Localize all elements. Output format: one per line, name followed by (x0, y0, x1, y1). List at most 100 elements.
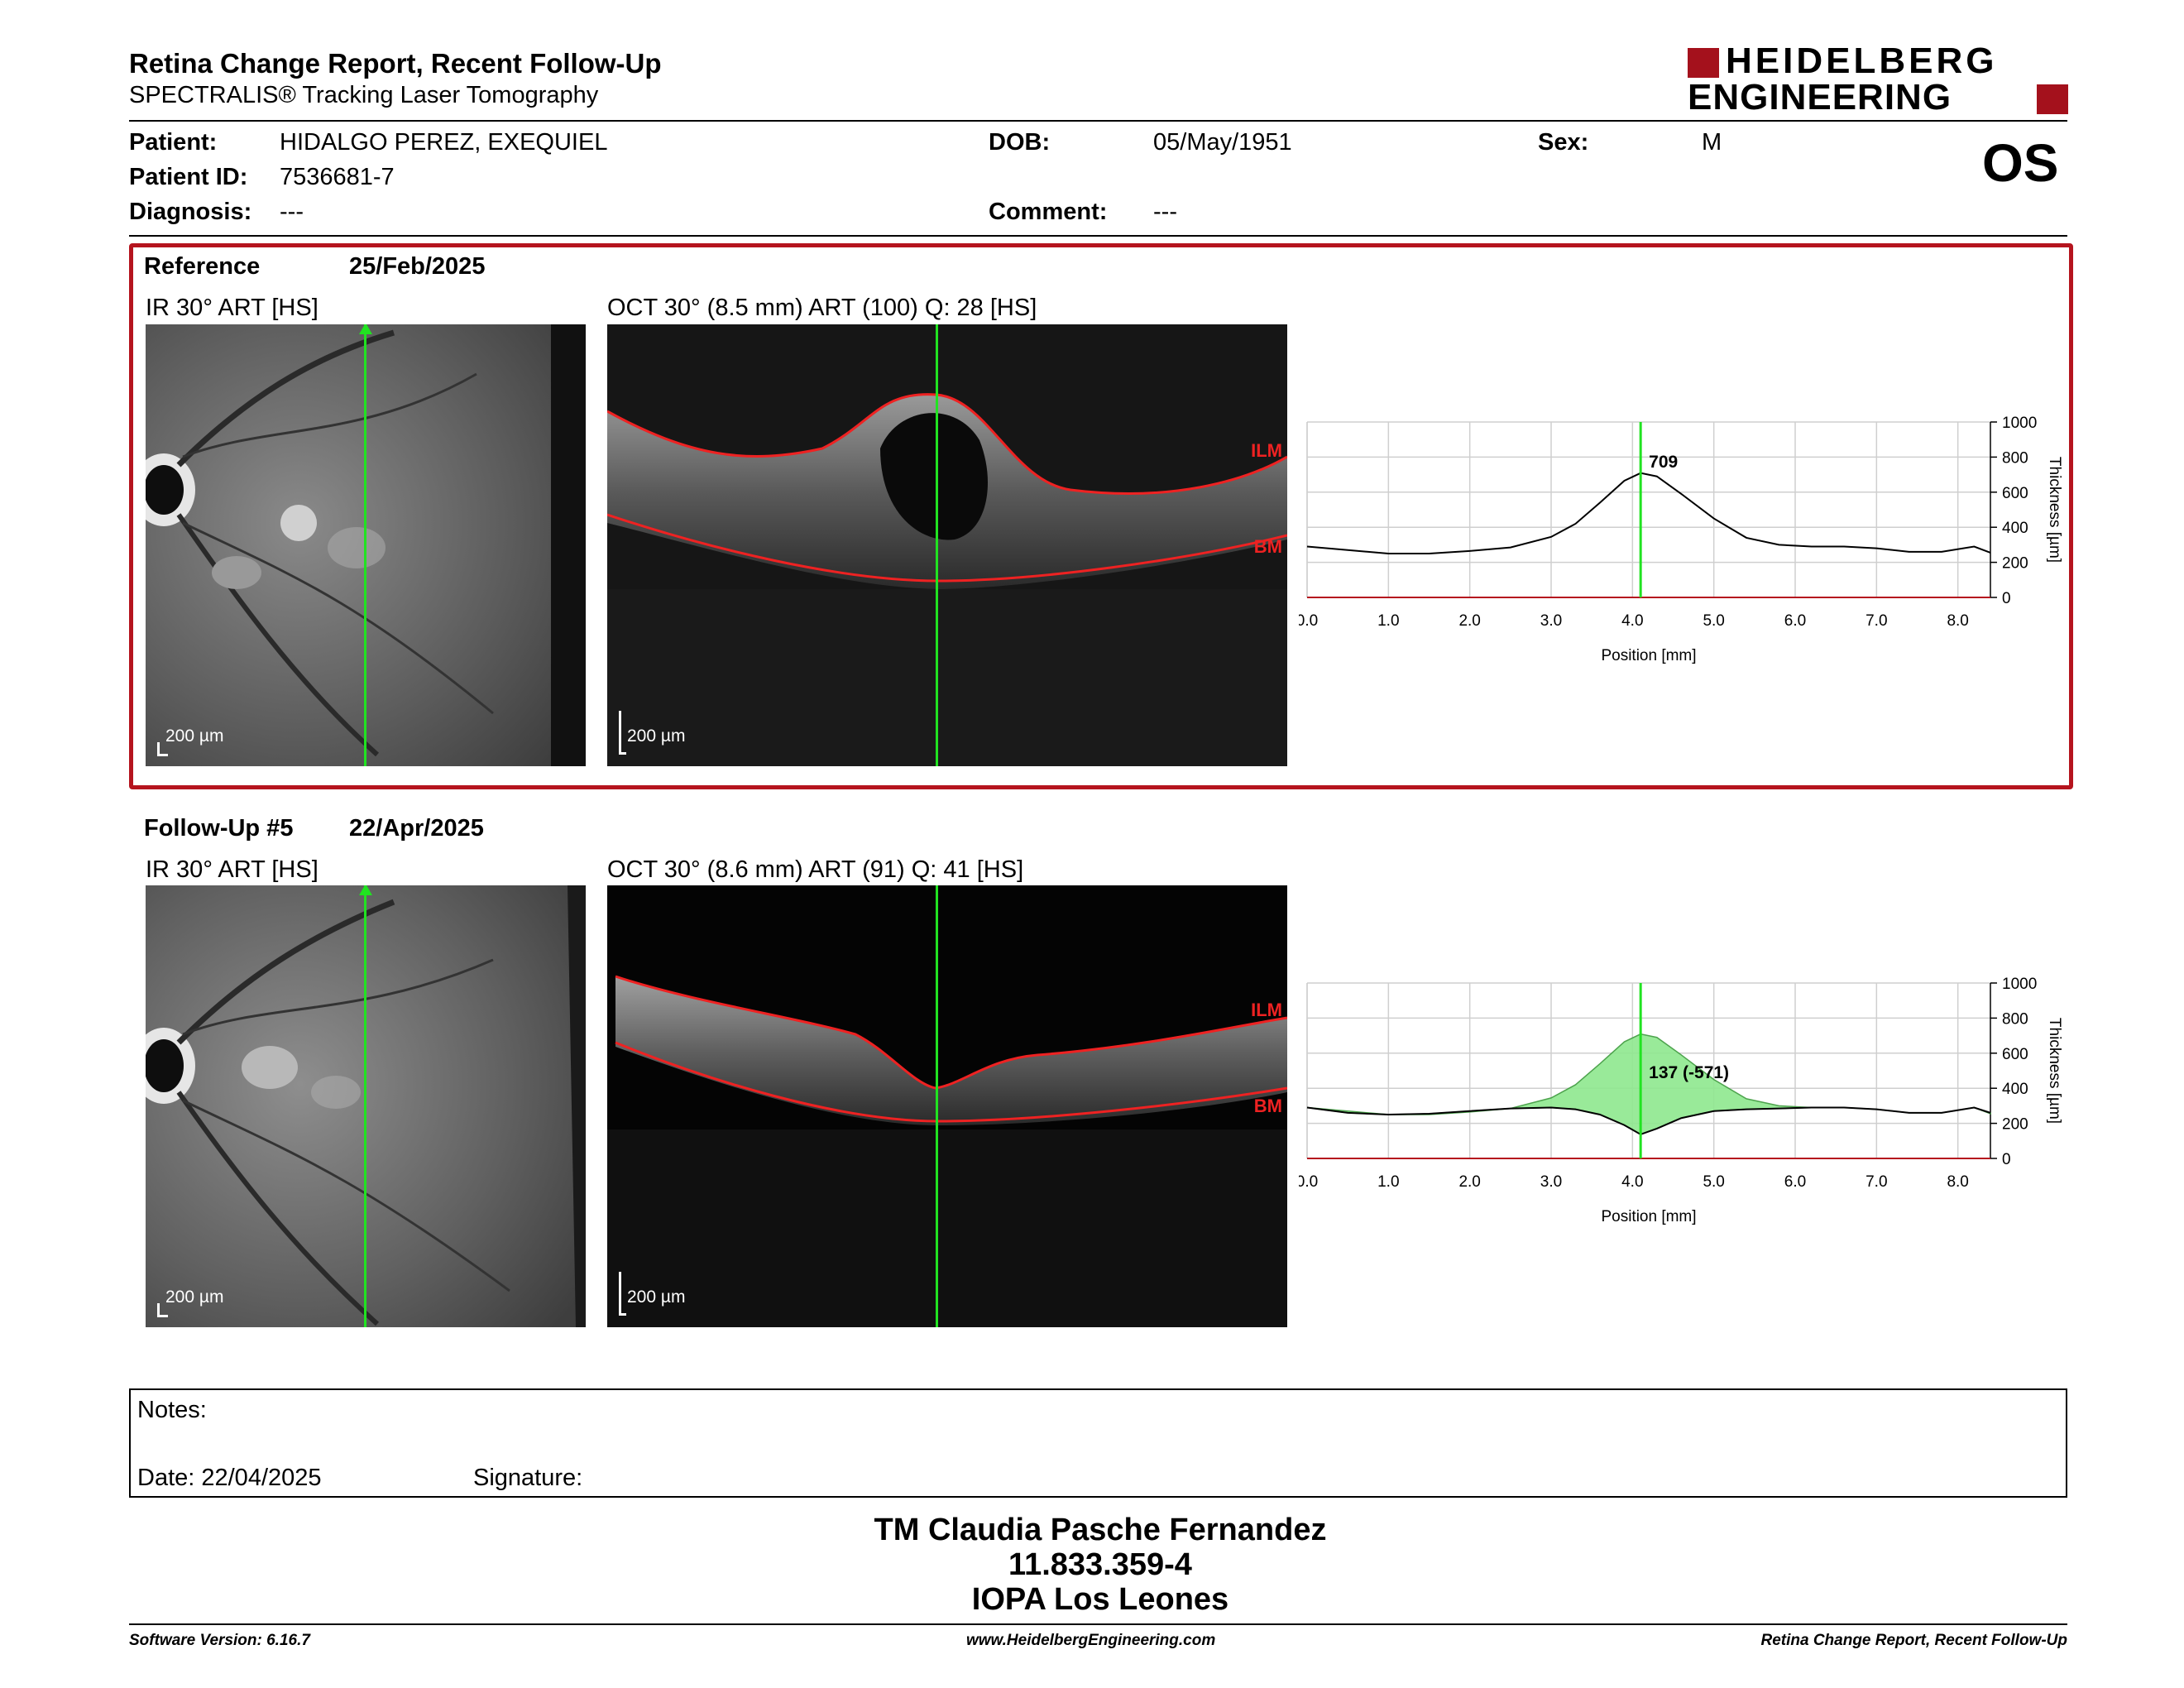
reference-bm-label: BM (1253, 536, 1282, 557)
patient-name: HIDALGO PEREZ, EXEQUIEL (280, 129, 608, 156)
header-divider-top (129, 120, 2067, 122)
followup-ir-scanline (364, 885, 366, 1327)
reference-date: 25/Feb/2025 (349, 253, 486, 280)
followup-ir-scalebar: 200 µm (157, 1288, 256, 1317)
difference-area (1306, 1033, 1991, 1135)
x-tick-label: 1.0 (1377, 612, 1399, 630)
y-axis-label: Thickness [µm] (2046, 1018, 2063, 1124)
x-tick-label: 5.0 (1703, 1173, 1724, 1191)
x-tick-label: 0.0 (1299, 612, 1318, 630)
y-tick-label: 200 (2002, 555, 2028, 573)
x-axis-label: Position [mm] (1601, 647, 1696, 664)
y-tick-label: 0 (2002, 1151, 2011, 1168)
followup-oct-title: OCT 30° (8.6 mm) ART (91) Q: 41 [HS] (607, 856, 1024, 883)
reference-oct-image: ILM BM 200 µm (607, 324, 1287, 766)
signature-label: Signature: (473, 1465, 583, 1491)
ir-arrow-icon-2 (359, 885, 372, 895)
x-tick-label: 4.0 (1621, 1173, 1643, 1191)
y-tick-label: 1000 (2002, 415, 2037, 432)
notes-label: Notes: (137, 1397, 207, 1423)
followup-ilm-label: ILM (1251, 1000, 1282, 1020)
logo-line1: HEIDELBERG (1726, 41, 1998, 81)
followup-date: 22/Apr/2025 (349, 815, 484, 842)
y-tick-label: 600 (2002, 485, 2028, 502)
y-axis-label: Thickness [µm] (2046, 457, 2063, 563)
footer-report-name: Retina Change Report, Recent Follow-Up (1760, 1632, 2067, 1649)
patient-label: Patient: (129, 129, 218, 156)
reference-oct-scalebar: 200 µm (619, 708, 718, 755)
x-tick-label: 3.0 (1540, 1173, 1562, 1191)
x-tick-label: 2.0 (1458, 1173, 1480, 1191)
heidelberg-logo: HEIDELBERG ENGINEERING (1688, 41, 2068, 117)
x-axis-label: Position [mm] (1601, 1208, 1696, 1225)
x-tick-label: 6.0 (1784, 612, 1806, 630)
x-tick-label: 8.0 (1947, 1173, 1968, 1191)
thickness-annotation: 709 (1649, 453, 1678, 472)
comment-label: Comment: (989, 199, 1108, 225)
x-tick-label: 5.0 (1703, 612, 1724, 630)
y-tick-label: 0 (2002, 590, 2011, 607)
signatory-org: IOPA Los Leones (971, 1582, 1229, 1617)
followup-bm-label: BM (1253, 1096, 1282, 1116)
thickness-annotation: 137 (-571) (1649, 1063, 1729, 1082)
x-tick-label: 3.0 (1540, 612, 1562, 630)
report-subtitle: SPECTRALIS® Tracking Laser Tomography (129, 82, 599, 108)
reference-ir-scale-label: 200 µm (165, 727, 224, 746)
oct-bscan-art (607, 324, 1287, 766)
footer-url[interactable]: www.HeidelbergEngineering.com (966, 1632, 1216, 1649)
diagnosis-label: Diagnosis: (129, 199, 252, 225)
y-tick-label: 800 (2002, 1010, 2028, 1028)
followup-ir-image: 200 µm (146, 885, 586, 1327)
reference-ilm-label: ILM (1251, 440, 1282, 461)
followup-thickness-chart: 0.0 1.0 2.0 3.0 4.0 5.0 6.0 7.0 8.0 0 200 400 600 800… (1299, 976, 2063, 1225)
x-tick-label: 4.0 (1621, 612, 1643, 630)
y-tick-label: 800 (2002, 449, 2028, 467)
dob-label: DOB: (989, 129, 1051, 156)
sex-value: M (1702, 129, 1722, 156)
x-tick-label: 7.0 (1866, 612, 1887, 630)
followup-oct-scale-label: 200 µm (627, 1288, 686, 1307)
followup-ir-scale-label: 200 µm (165, 1288, 224, 1307)
reference-thickness-chart: 0.0 1.0 2.0 3.0 4.0 5.0 6.0 7.0 8.0 0 200 400 600 800… (1299, 415, 2063, 664)
eye-label: OS (1982, 133, 2059, 193)
reference-ir-scanline (364, 324, 366, 766)
followup-oct-image: ILM BM 200 µm (607, 885, 1287, 1327)
reference-label: Reference (144, 253, 261, 280)
reference-ir-image: 200 µm (146, 324, 586, 766)
notes-box[interactable]: Notes: Date: 22/04/2025 Signature: (129, 1388, 2067, 1498)
header-divider-bottom (129, 235, 2067, 237)
x-tick-label: 8.0 (1947, 612, 1968, 630)
software-version: Software Version: 6.16.7 (129, 1632, 310, 1649)
patient-id-value: 7536681-7 (280, 164, 395, 190)
reference-ir-title: IR 30° ART [HS] (146, 295, 318, 321)
report-title: Retina Change Report, Recent Follow-Up (129, 48, 662, 79)
signatory-id: 11.833.359-4 (1008, 1547, 1192, 1582)
dob-value: 05/May/1951 (1153, 129, 1292, 156)
followup-oct-scanline (936, 885, 938, 1327)
patient-id-label: Patient ID: (129, 164, 248, 190)
series-line (1306, 472, 1991, 554)
logo-square-top (1688, 48, 1719, 78)
logo-square-bottom (2037, 84, 2068, 114)
y-tick-label: 600 (2002, 1046, 2028, 1063)
reference-panel (129, 243, 2073, 789)
followup-oct-scalebar: 200 µm (619, 1269, 718, 1316)
reference-ir-scalebar: 200 µm (157, 727, 256, 756)
ir-arrow-icon (359, 324, 372, 334)
x-tick-label: 2.0 (1458, 612, 1480, 630)
notes-date: Date: 22/04/2025 (137, 1465, 322, 1491)
oct-bscan-art-2 (607, 885, 1287, 1327)
followup-label: Follow-Up #5 (144, 815, 294, 842)
reference-oct-title: OCT 30° (8.5 mm) ART (100) Q: 28 [HS] (607, 295, 1037, 321)
followup-ir-title: IR 30° ART [HS] (146, 856, 318, 883)
footer-divider (129, 1623, 2067, 1625)
x-tick-label: 1.0 (1377, 1173, 1399, 1191)
logo-line2: ENGINEERING (1688, 77, 1952, 117)
x-tick-label: 0.0 (1299, 1173, 1318, 1191)
series-line-current (1306, 1106, 1991, 1136)
signatory-name: TM Claudia Pasche Fernandez (874, 1513, 1327, 1547)
diagnosis-value: --- (280, 199, 304, 225)
reference-oct-scale-label: 200 µm (627, 727, 686, 746)
comment-value: --- (1153, 199, 1177, 225)
sex-label: Sex: (1538, 129, 1589, 156)
